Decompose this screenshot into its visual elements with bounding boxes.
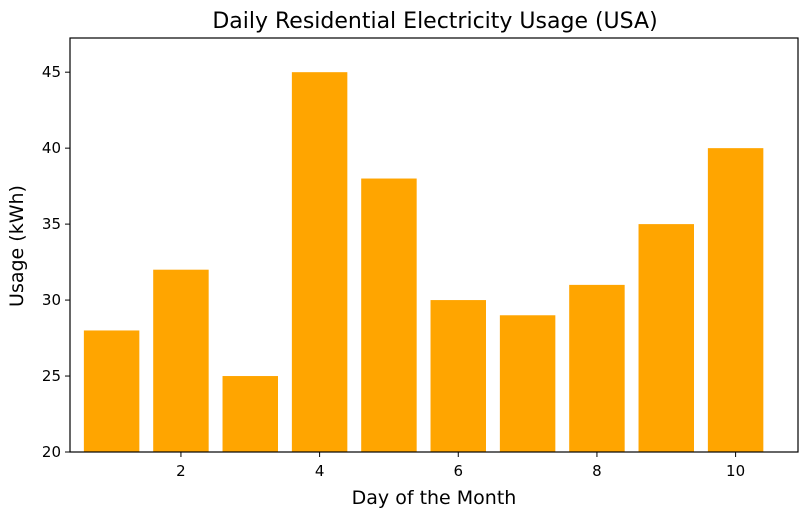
bar-day-10 [707,148,764,452]
bar-day-9 [638,224,694,452]
plot-frame [69,37,799,453]
bars-group [83,72,764,453]
bar-day-5 [361,178,417,452]
x-tick-label: 4 [315,462,325,480]
x-tick-label: 8 [592,462,602,480]
x-tick-label: 6 [453,462,463,480]
y-axis-ticks: 20 25 30 35 40 45 [42,63,70,461]
bar-day-2 [153,269,209,452]
axes-group [69,37,799,453]
bar-day-1 [83,330,140,452]
bar-day-6 [430,300,486,452]
x-axis-ticks: 2 4 6 8 10 [176,452,745,480]
y-tick-label: 30 [42,291,61,309]
y-tick-label: 25 [42,367,61,385]
x-tick-label: 2 [176,462,186,480]
x-axis-label: Day of the Month [352,487,517,508]
y-tick-label: 40 [42,139,61,157]
y-axis-label: Usage (kWh) [6,185,28,307]
chart-title: Daily Residential Electricity Usage (USA… [212,9,657,34]
bar-day-4 [291,72,348,453]
bar-day-8 [569,284,625,452]
y-tick-label: 35 [42,215,61,233]
y-tick-label: 20 [42,443,61,461]
y-tick-label: 45 [42,63,61,81]
bar-day-7 [499,315,556,452]
bar-day-3 [222,376,278,452]
x-tick-label: 10 [726,462,745,480]
